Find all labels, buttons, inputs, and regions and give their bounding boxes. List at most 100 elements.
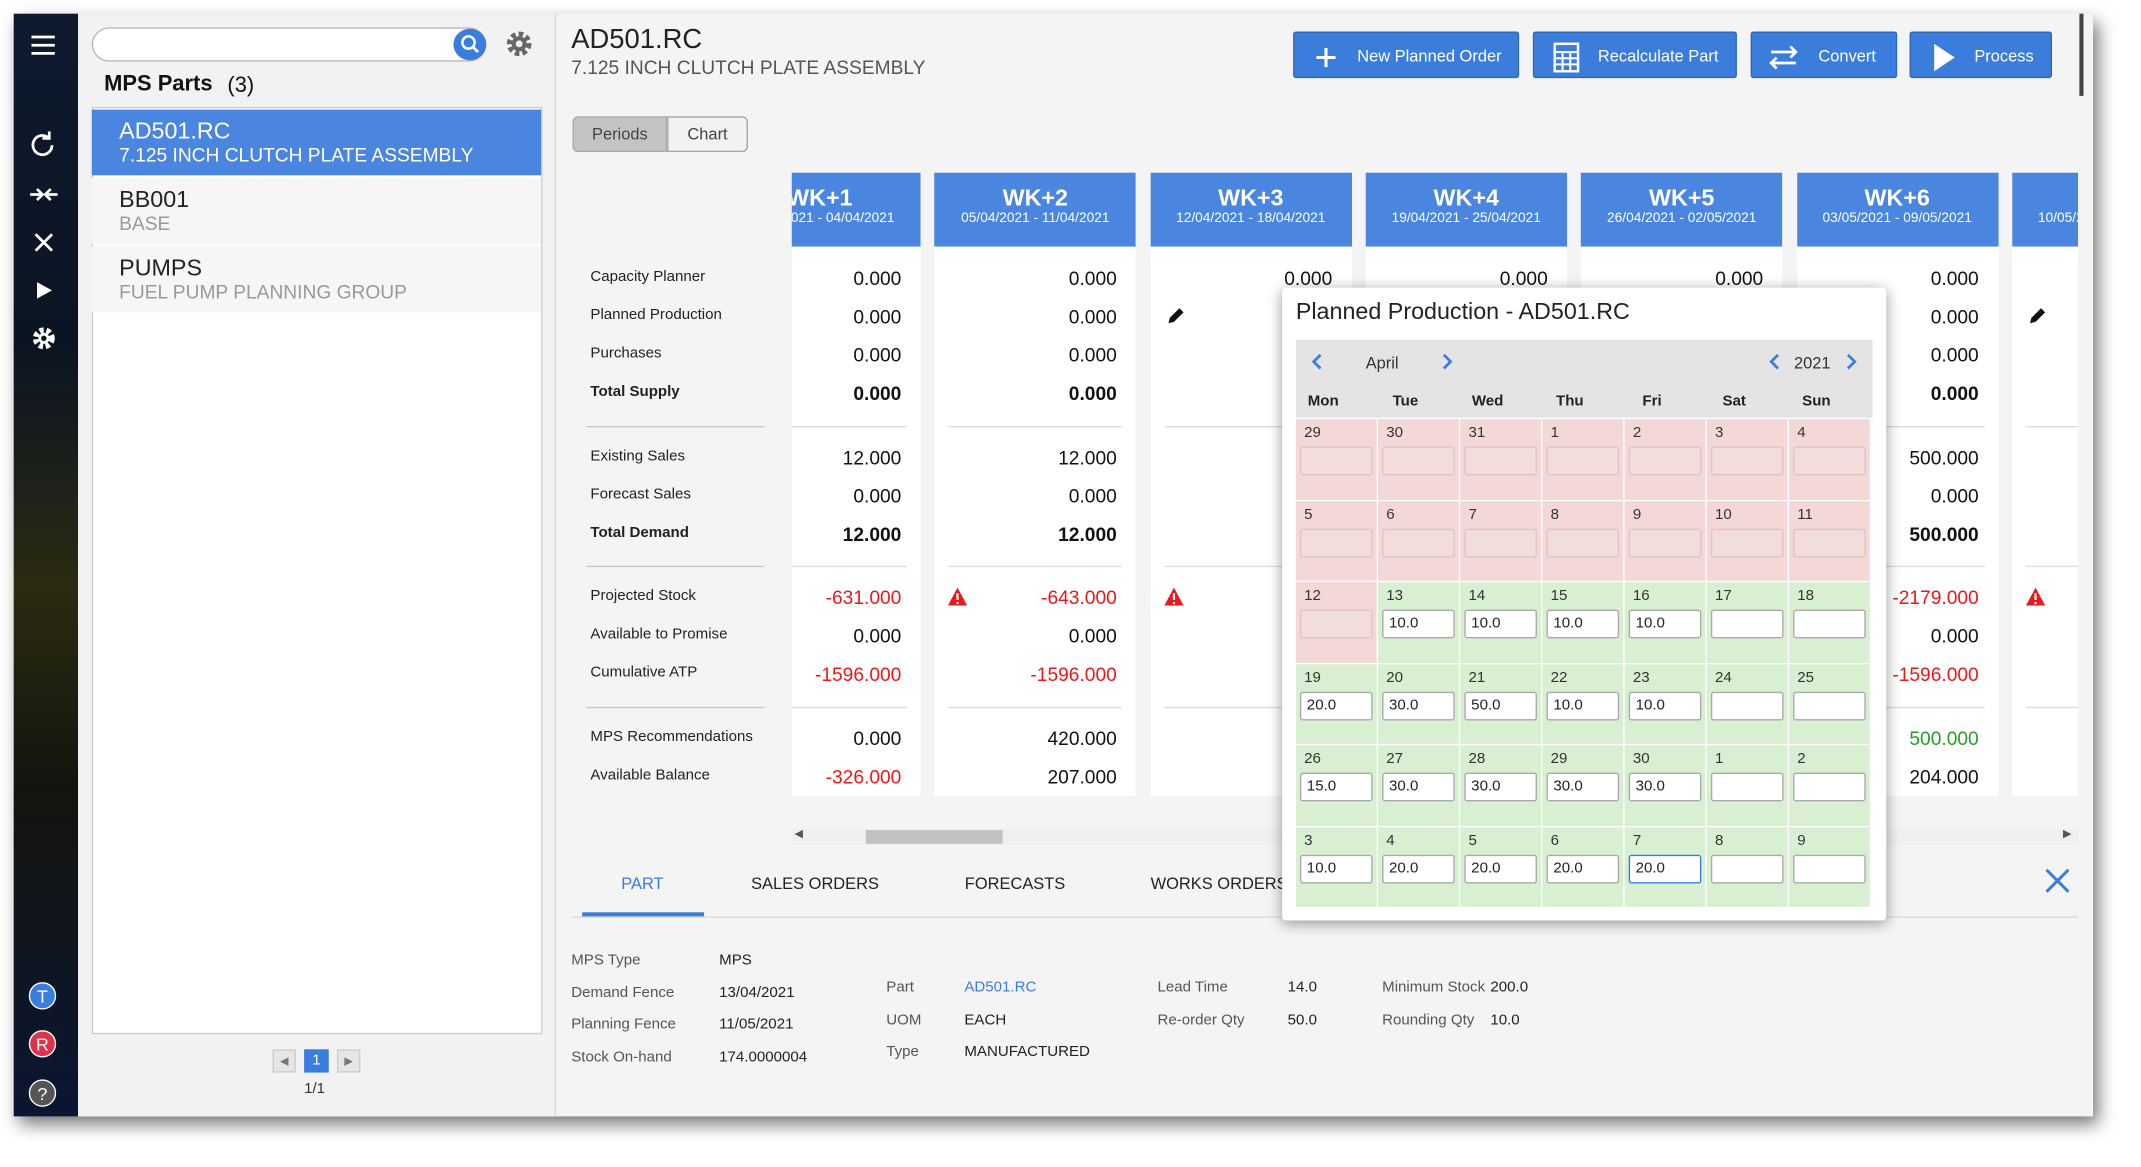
quantity-input[interactable] — [1793, 772, 1866, 802]
quantity-input[interactable] — [1710, 854, 1784, 883]
quantity-input[interactable] — [1793, 691, 1866, 720]
day-number: 13 — [1386, 587, 1404, 605]
quantity-input[interactable] — [1299, 609, 1373, 639]
quantity-input[interactable] — [1793, 854, 1866, 883]
quantity-input[interactable]: 50.0 — [1464, 691, 1537, 720]
action-button[interactable]: New Planned Order — [1293, 31, 1520, 79]
quantity-input[interactable] — [1710, 691, 1784, 720]
avatar[interactable]: R — [28, 1030, 57, 1058]
day-number: 16 — [1632, 587, 1650, 605]
quantity-input[interactable]: 30.0 — [1464, 772, 1537, 802]
quantity-input[interactable]: 15.0 — [1299, 772, 1373, 802]
calendar-nav[interactable] — [1767, 352, 1783, 371]
action-button[interactable]: Recalculate Part — [1532, 31, 1737, 79]
scroll-left[interactable]: ◀ — [794, 827, 803, 840]
detail-tab[interactable]: WORKS ORDERS — [1150, 873, 1288, 894]
page-number[interactable]: 1 — [304, 1049, 329, 1073]
edit-icon[interactable] — [2026, 305, 2048, 327]
part-item[interactable] — [91, 246, 542, 313]
collapse-icon[interactable] — [30, 188, 58, 201]
search-input[interactable] — [91, 27, 487, 62]
quantity-input[interactable] — [1546, 528, 1620, 557]
settings-icon[interactable] — [32, 327, 55, 350]
detail-value[interactable]: AD501.RC — [964, 979, 1037, 996]
close-icon[interactable] — [34, 233, 54, 252]
quantity-input[interactable] — [1793, 446, 1866, 476]
period-dates: 05/04/2021 - 11/04/2021 — [961, 210, 1110, 227]
quantity-input[interactable] — [1299, 446, 1373, 476]
page-next[interactable]: ▶ — [336, 1049, 361, 1073]
detail-tab[interactable]: SALES ORDERS — [751, 873, 879, 894]
scroll-thumb[interactable] — [865, 830, 1003, 844]
day-number: 2 — [1797, 750, 1806, 768]
part-item[interactable] — [91, 178, 542, 244]
settings-button[interactable] — [504, 29, 534, 59]
avatar[interactable]: ? — [28, 1079, 57, 1107]
detail-tab[interactable]: FORECASTS — [964, 873, 1066, 894]
quantity-input[interactable]: 30.0 — [1382, 691, 1455, 720]
quantity-input[interactable]: 20.0 — [1299, 691, 1373, 720]
quantity-input[interactable] — [1793, 528, 1866, 557]
settings-button-part — [506, 31, 532, 57]
cell-separator — [1810, 565, 1985, 568]
quantity-input[interactable] — [1710, 446, 1784, 476]
calendar-nav[interactable] — [1310, 352, 1326, 371]
toggle-option[interactable]: Periods — [572, 116, 668, 153]
quantity-input[interactable] — [1628, 528, 1702, 557]
page-prev[interactable]: ◀ — [272, 1049, 296, 1073]
refresh-icon[interactable] — [31, 131, 54, 157]
cell-value: 0.000 — [853, 624, 902, 647]
calendar-nav[interactable] — [1842, 352, 1858, 371]
play-icon[interactable] — [36, 282, 53, 299]
row-separator — [586, 426, 765, 428]
quantity-input[interactable] — [1628, 446, 1702, 476]
quantity-input[interactable] — [1464, 528, 1537, 557]
quantity-input[interactable] — [1299, 528, 1373, 557]
quantity-input[interactable] — [1710, 609, 1784, 639]
action-button[interactable]: Convert — [1750, 31, 1898, 79]
quantity-input[interactable]: 10.0 — [1628, 691, 1702, 720]
row-separator — [586, 565, 765, 568]
avatar[interactable]: T — [28, 982, 57, 1010]
quantity-input[interactable]: 30.0 — [1628, 772, 1702, 802]
toggle-option[interactable]: Chart — [667, 116, 748, 153]
quantity-input[interactable]: 10.0 — [1464, 609, 1537, 639]
quantity-input[interactable]: 10.0 — [1382, 609, 1455, 639]
menu-icon[interactable] — [31, 35, 55, 55]
quantity-input[interactable] — [1793, 609, 1866, 639]
day-number: 7 — [1632, 832, 1642, 849]
period-dates: 10/05/2021 - 16/05/2021 — [2038, 210, 2078, 227]
calendar-nav[interactable] — [1438, 352, 1454, 371]
quantity-input[interactable]: 20.0 — [1628, 854, 1702, 883]
quantity-input[interactable]: 30.0 — [1382, 772, 1455, 802]
detail-tab[interactable]: PART — [621, 873, 664, 894]
part-item[interactable] — [91, 109, 542, 176]
cell-value: 0.000 — [853, 727, 902, 750]
quantity-input[interactable]: 20.0 — [1464, 854, 1537, 883]
action-button[interactable]: Process — [1909, 31, 2052, 79]
quantity-input[interactable] — [1710, 772, 1784, 802]
button-icon-part — [1553, 42, 1580, 73]
scroll-right[interactable]: ▶ — [2062, 827, 2072, 840]
quantity-input[interactable]: 20.0 — [1546, 854, 1620, 883]
edit-icon-part — [2029, 308, 2045, 324]
quantity-input[interactable] — [1710, 528, 1784, 557]
close-button[interactable] — [2044, 867, 2071, 894]
search-button[interactable] — [453, 28, 487, 61]
quantity-input[interactable]: 10.0 — [1299, 854, 1373, 883]
quantity-input[interactable]: 10.0 — [1546, 691, 1620, 720]
detail-value: 14.0 — [1287, 979, 1317, 996]
quantity-input[interactable]: 20.0 — [1382, 854, 1455, 883]
cell-value: 12.000 — [842, 446, 902, 469]
edit-icon[interactable] — [1164, 305, 1186, 327]
quantity-input[interactable] — [1464, 446, 1537, 476]
period-label: WK+2 — [1002, 184, 1068, 211]
quantity-input[interactable] — [1546, 446, 1620, 476]
quantity-input[interactable]: 30.0 — [1546, 772, 1620, 802]
cell-value: -1596.000 — [1892, 662, 1979, 685]
quantity-input[interactable] — [1382, 528, 1455, 557]
day-number: 30 — [1632, 750, 1650, 768]
quantity-input[interactable]: 10.0 — [1546, 609, 1620, 639]
quantity-input[interactable]: 10.0 — [1628, 609, 1702, 639]
quantity-input[interactable] — [1382, 446, 1455, 476]
